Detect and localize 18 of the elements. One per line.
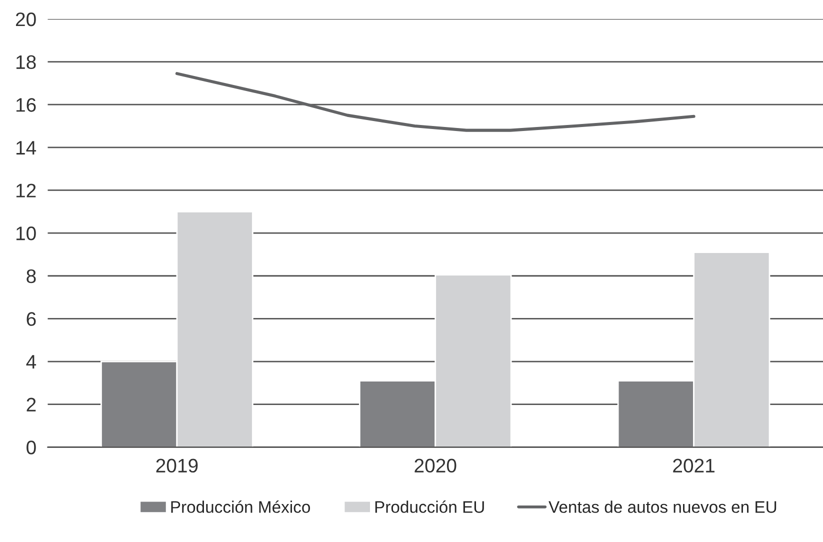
y-tick-label: 16 <box>16 98 36 112</box>
y-tick-label: 14 <box>16 141 36 154</box>
legend-label: Producción EU <box>375 500 484 513</box>
y-tick-label: 20 <box>16 12 36 26</box>
y-tick-label: 4 <box>26 355 36 369</box>
legend-label: Ventas de autos nuevos en EU <box>548 500 776 513</box>
y-tick-label: 18 <box>16 55 36 70</box>
y-tick-label: 12 <box>16 184 36 198</box>
y-tick-label: 2 <box>26 398 36 412</box>
x-tick-label: 2019 <box>156 458 198 473</box>
x-tick-label: 2021 <box>673 458 714 473</box>
line-series <box>175 72 696 132</box>
y-tick-label: 8 <box>26 269 36 284</box>
legend-label: Producción México <box>171 500 310 513</box>
x-tick-label: 2020 <box>414 458 456 473</box>
y-tick-label: 0 <box>26 440 36 454</box>
y-tick-label: 10 <box>16 226 36 240</box>
y-tick-label: 6 <box>26 312 36 326</box>
